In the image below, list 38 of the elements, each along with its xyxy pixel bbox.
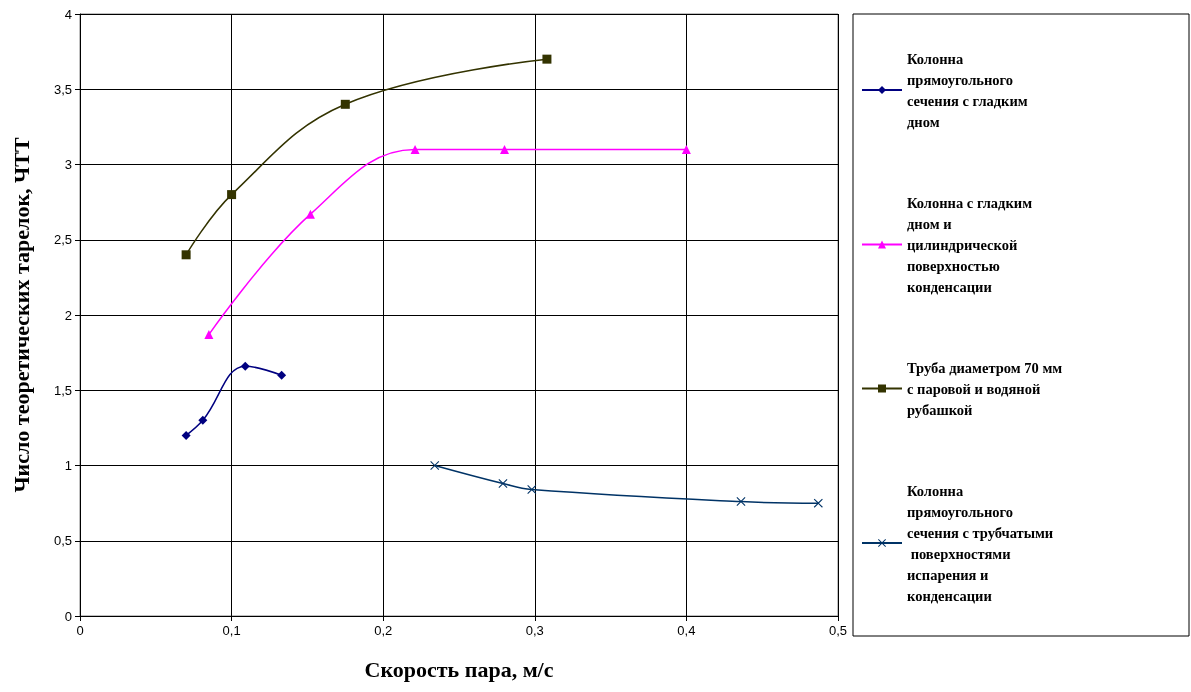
x-tick-label: 0,2 <box>374 623 393 638</box>
y-tick-label: 1,5 <box>53 382 72 398</box>
point <box>240 361 250 371</box>
y-tick-label: 4 <box>64 6 72 22</box>
y-tick-label: 2 <box>64 307 72 323</box>
y-tick-label: 3,5 <box>53 81 72 97</box>
legend-label: Колонна прямоугольного сечения с гладким дном <box>907 50 1032 130</box>
y-tick-label: 1 <box>64 458 72 473</box>
point <box>410 144 420 154</box>
point <box>198 415 208 425</box>
point <box>736 497 746 507</box>
point <box>305 209 315 219</box>
point <box>542 54 552 64</box>
legend-label: Труба диаметром 70 мм с паровой и водяной рубашкой <box>907 359 1066 418</box>
point <box>498 479 508 489</box>
point <box>499 144 509 154</box>
x-tick-label: 0,3 <box>525 623 544 638</box>
point <box>340 99 350 109</box>
x-tick-label: 0,5 <box>828 623 848 638</box>
y-tick-label: 2,5 <box>53 232 72 248</box>
y-axis-title: Число теоретических тарелок, ЧТТ <box>8 137 34 493</box>
y-tick-label: 0 <box>64 608 72 624</box>
point <box>527 485 537 495</box>
y-tick-label: 3 <box>64 157 72 172</box>
legend-label: Колонна прямоугольного сечения с трубчатыми поверхностями испарения и конденсации <box>907 482 1054 604</box>
point <box>204 330 214 340</box>
x-axis-title: Скорость пара, м/с <box>364 656 554 682</box>
point <box>813 498 823 508</box>
point <box>227 190 237 200</box>
y-tick-label: 0,5 <box>53 533 72 549</box>
point <box>681 144 691 154</box>
point <box>181 250 191 260</box>
legend-label: Колонна с гладким дном и цилиндрической поверхностью конденсации <box>907 194 1036 295</box>
point <box>277 370 287 380</box>
x-tick-label: 0,4 <box>677 623 696 638</box>
point <box>181 430 191 440</box>
x-tick-label: 0,1 <box>222 623 241 638</box>
x-tick-label: 0 <box>76 623 84 638</box>
